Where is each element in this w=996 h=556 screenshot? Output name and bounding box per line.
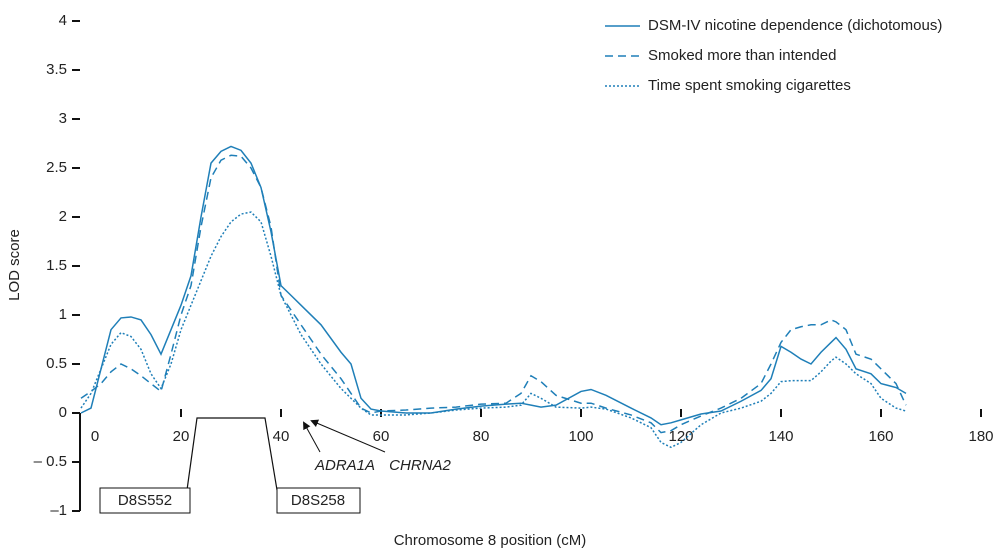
legend-label: DSM-IV nicotine dependence (dichotomous) bbox=[648, 17, 942, 34]
y-tick-label: 4 bbox=[59, 12, 67, 29]
x-tick-label: 100 bbox=[568, 428, 593, 445]
gene-label: CHRNA2 bbox=[389, 457, 451, 474]
y-tick-label: 1.5 bbox=[46, 257, 67, 274]
x-tick-label: 160 bbox=[868, 428, 893, 445]
x-tick-label: 0 bbox=[91, 428, 99, 445]
marker-label: D8S552 bbox=[118, 492, 172, 509]
gene-arrow bbox=[310, 419, 386, 453]
marker-label: D8S258 bbox=[291, 492, 345, 509]
y-tick-label: 3.5 bbox=[46, 61, 67, 78]
y-tick-label: – 0.5 bbox=[34, 453, 67, 470]
data-line bbox=[80, 211, 907, 449]
marker-box bbox=[99, 487, 191, 514]
x-tick-label: 80 bbox=[473, 428, 490, 445]
marker-box bbox=[276, 487, 361, 514]
y-tick-label: 0 bbox=[59, 404, 67, 421]
legend-label: Smoked more than intended bbox=[648, 47, 836, 64]
gene-label: ADRA1A bbox=[314, 457, 375, 474]
y-tick-label: –1 bbox=[50, 502, 67, 519]
x-tick-label: 180 bbox=[968, 428, 993, 445]
x-tick-label: 20 bbox=[173, 428, 190, 445]
x-tick-label: 40 bbox=[273, 428, 290, 445]
x-tick-label: 140 bbox=[768, 428, 793, 445]
y-tick-label: 2.5 bbox=[46, 159, 67, 176]
y-tick-label: 0.5 bbox=[46, 355, 67, 372]
x-axis-label: Chromosome 8 position (cM) bbox=[394, 532, 587, 549]
y-tick-label: 1 bbox=[59, 306, 67, 323]
y-tick-label: 3 bbox=[59, 110, 67, 127]
marker-connector bbox=[186, 417, 278, 491]
legend-label: Time spent smoking cigarettes bbox=[648, 77, 851, 94]
data-line bbox=[80, 154, 907, 434]
gene-arrow bbox=[303, 421, 321, 453]
data-line bbox=[80, 145, 907, 426]
y-tick-label: 2 bbox=[59, 208, 67, 225]
y-axis-label: LOD score bbox=[6, 229, 23, 301]
x-tick-label: 120 bbox=[668, 428, 693, 445]
x-tick-label: 60 bbox=[373, 428, 390, 445]
